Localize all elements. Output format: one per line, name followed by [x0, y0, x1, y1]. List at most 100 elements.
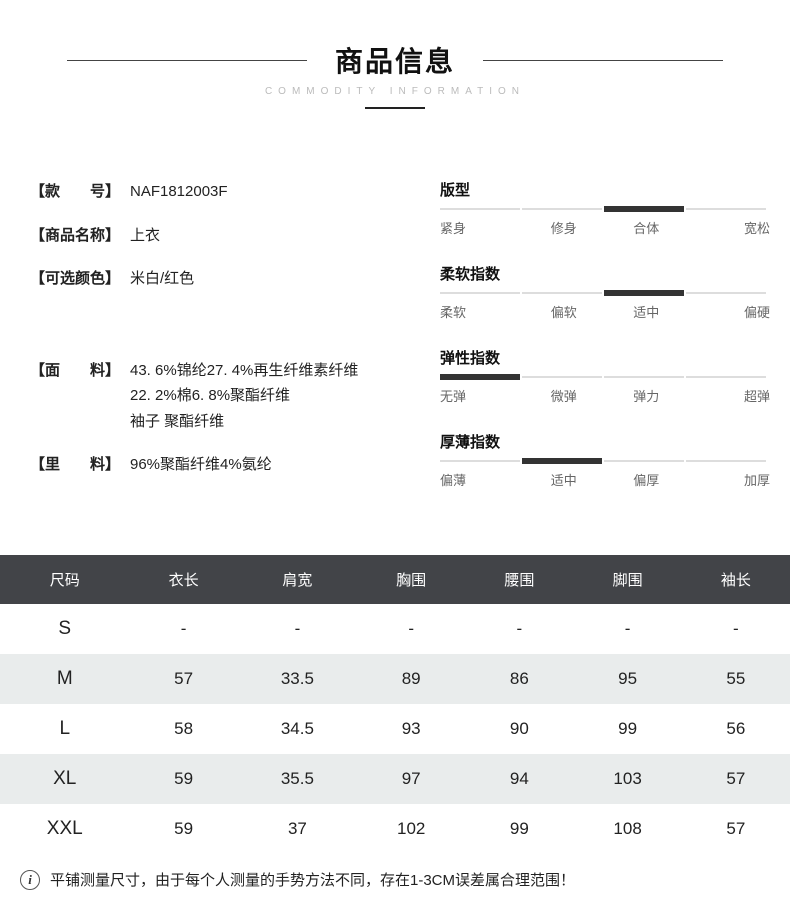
scale-title: 柔软指数: [440, 263, 770, 284]
table-cell: 59: [130, 754, 238, 804]
scale-label: 紧身: [440, 218, 523, 237]
scale-label: 偏硬: [688, 302, 771, 321]
table-cell: 57: [130, 654, 238, 704]
product-scales: 版型紧身修身合体宽松柔软指数柔软偏软适中偏硬弹性指数无弹微弹弹力超弹厚薄指数偏薄…: [440, 179, 770, 515]
scale-labels: 柔软偏软适中偏硬: [440, 302, 770, 321]
page-title: 商品信息: [335, 40, 455, 80]
scale-label: 弹力: [605, 386, 688, 405]
header-line-left: [67, 60, 307, 61]
table-cell: 94: [465, 754, 573, 804]
scale-segment: [604, 376, 684, 378]
table-cell: -: [238, 604, 357, 654]
table-cell: 57: [682, 804, 790, 854]
product-attributes: 【款 号】NAF1812003F【商品名称】上衣【可选颜色】米白/红色【面 料】…: [30, 179, 400, 515]
table-header-cell: 肩宽: [238, 555, 357, 604]
table-cell: 102: [357, 804, 465, 854]
scale-labels: 无弹微弹弹力超弹: [440, 386, 770, 405]
scale-segment: [440, 208, 520, 210]
scale-segment: [440, 460, 520, 462]
table-header-cell: 衣长: [130, 555, 238, 604]
table-cell: XL: [0, 754, 130, 804]
scale-label: 无弹: [440, 386, 523, 405]
scale-segment: [604, 290, 684, 296]
attribute-value: 96%聚酯纤维4%氨纶: [130, 452, 400, 478]
scale-label: 合体: [605, 218, 688, 237]
table-cell: 103: [574, 754, 682, 804]
attribute-row: 【面 料】43. 6%锦纶27. 4%再生纤维素纤维22. 2%棉6. 8%聚酯…: [30, 358, 400, 435]
table-cell: 90: [465, 704, 573, 754]
scale-segment: [440, 292, 520, 294]
scale-厚薄指数: 厚薄指数偏薄适中偏厚加厚: [440, 431, 770, 489]
table-cell: 93: [357, 704, 465, 754]
attribute-value: NAF1812003F: [130, 179, 400, 205]
scale-segment: [604, 206, 684, 212]
table-cell: 56: [682, 704, 790, 754]
attribute-value: 43. 6%锦纶27. 4%再生纤维素纤维22. 2%棉6. 8%聚酯纤维袖子 …: [130, 358, 400, 435]
scale-柔软指数: 柔软指数柔软偏软适中偏硬: [440, 263, 770, 321]
scale-title: 厚薄指数: [440, 431, 770, 452]
table-cell: 108: [574, 804, 682, 854]
scale-label: 偏薄: [440, 470, 523, 489]
scale-segment: [522, 376, 602, 378]
table-cell: 33.5: [238, 654, 357, 704]
attribute-label: 【里 料】: [30, 452, 130, 478]
scale-label: 宽松: [688, 218, 771, 237]
scale-segment: [686, 460, 766, 462]
table-cell: -: [574, 604, 682, 654]
scale-label: 适中: [605, 302, 688, 321]
scale-segment: [522, 458, 602, 464]
header-line-right: [483, 60, 723, 61]
table-cell: 57: [682, 754, 790, 804]
scale-labels: 偏薄适中偏厚加厚: [440, 470, 770, 489]
scale-bar: [440, 290, 770, 296]
table-cell: S: [0, 604, 130, 654]
scale-label: 偏厚: [605, 470, 688, 489]
table-cell: 89: [357, 654, 465, 704]
scale-bar: [440, 374, 770, 380]
scale-label: 适中: [523, 470, 606, 489]
scale-segment: [522, 292, 602, 294]
scale-版型: 版型紧身修身合体宽松: [440, 179, 770, 237]
scale-segment: [686, 208, 766, 210]
table-row: S------: [0, 604, 790, 654]
table-cell: -: [357, 604, 465, 654]
table-cell: -: [465, 604, 573, 654]
attribute-row: 【款 号】NAF1812003F: [30, 179, 400, 205]
page-subtitle: COMMODITY INFORMATION: [0, 86, 790, 97]
header: 商品信息 COMMODITY INFORMATION: [0, 0, 790, 109]
attribute-label: 【面 料】: [30, 358, 130, 435]
table-cell: 58: [130, 704, 238, 754]
scale-label: 柔软: [440, 302, 523, 321]
table-header-cell: 尺码: [0, 555, 130, 604]
table-cell: 37: [238, 804, 357, 854]
scale-title: 弹性指数: [440, 347, 770, 368]
table-header-cell: 腰围: [465, 555, 573, 604]
table-cell: -: [682, 604, 790, 654]
table-cell: XXL: [0, 804, 130, 854]
scale-segment: [686, 376, 766, 378]
measurement-note: i 平铺测量尺寸，由于每个人测量的手势方法不同，存在1-3CM误差属合理范围！: [0, 854, 790, 915]
table-header-cell: 胸围: [357, 555, 465, 604]
table-row: M5733.589869555: [0, 654, 790, 704]
attribute-label: 【可选颜色】: [30, 266, 130, 292]
scale-title: 版型: [440, 179, 770, 200]
measurement-note-text: 平铺测量尺寸，由于每个人测量的手势方法不同，存在1-3CM误差属合理范围！: [50, 869, 575, 890]
table-cell: 97: [357, 754, 465, 804]
scale-label: 超弹: [688, 386, 771, 405]
attribute-label: 【商品名称】: [30, 223, 130, 249]
scale-segment: [604, 460, 684, 462]
attribute-row: 【可选颜色】米白/红色: [30, 266, 400, 292]
scale-bar: [440, 458, 770, 464]
table-cell: L: [0, 704, 130, 754]
table-row: L5834.593909956: [0, 704, 790, 754]
scale-弹性指数: 弹性指数无弹微弹弹力超弹: [440, 347, 770, 405]
table-cell: 34.5: [238, 704, 357, 754]
table-cell: 95: [574, 654, 682, 704]
scale-bar: [440, 206, 770, 212]
table-cell: 59: [130, 804, 238, 854]
table-header-cell: 脚围: [574, 555, 682, 604]
scale-label: 修身: [523, 218, 606, 237]
attribute-label: 【款 号】: [30, 179, 130, 205]
attribute-row: 【里 料】96%聚酯纤维4%氨纶: [30, 452, 400, 478]
attribute-value: 米白/红色: [130, 266, 400, 292]
